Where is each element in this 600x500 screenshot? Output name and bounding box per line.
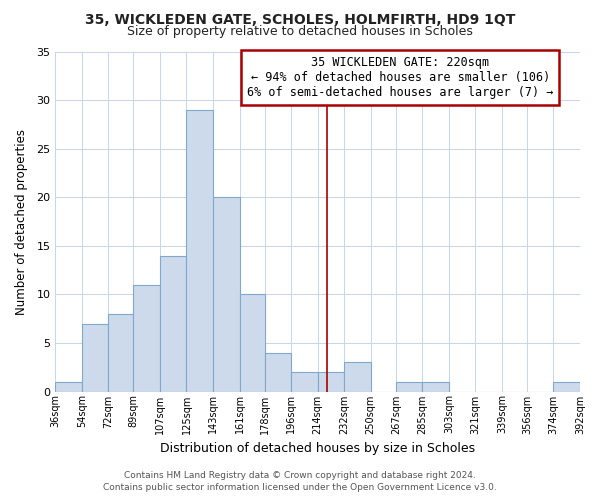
Bar xyxy=(396,382,422,392)
Bar xyxy=(553,382,580,392)
Bar xyxy=(317,372,344,392)
Bar xyxy=(55,382,82,392)
Bar xyxy=(344,362,371,392)
Bar xyxy=(133,284,160,392)
Bar xyxy=(187,110,213,392)
Bar xyxy=(239,294,265,392)
Text: 35 WICKLEDEN GATE: 220sqm
← 94% of detached houses are smaller (106)
6% of semi-: 35 WICKLEDEN GATE: 220sqm ← 94% of detac… xyxy=(247,56,553,100)
Text: Size of property relative to detached houses in Scholes: Size of property relative to detached ho… xyxy=(127,25,473,38)
Bar xyxy=(265,352,291,392)
Bar xyxy=(109,314,133,392)
Bar xyxy=(82,324,109,392)
Bar xyxy=(213,197,239,392)
Y-axis label: Number of detached properties: Number of detached properties xyxy=(15,128,28,314)
X-axis label: Distribution of detached houses by size in Scholes: Distribution of detached houses by size … xyxy=(160,442,475,455)
Text: 35, WICKLEDEN GATE, SCHOLES, HOLMFIRTH, HD9 1QT: 35, WICKLEDEN GATE, SCHOLES, HOLMFIRTH, … xyxy=(85,12,515,26)
Bar xyxy=(160,256,187,392)
Bar xyxy=(422,382,449,392)
Text: Contains HM Land Registry data © Crown copyright and database right 2024.
Contai: Contains HM Land Registry data © Crown c… xyxy=(103,471,497,492)
Bar xyxy=(291,372,317,392)
